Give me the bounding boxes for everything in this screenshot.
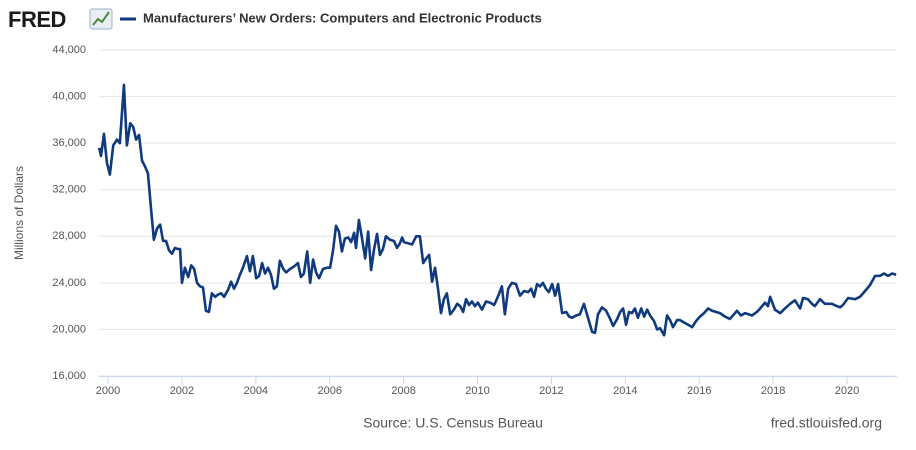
y-tick-label: 28,000 [52, 230, 86, 242]
y-tick-label: 24,000 [52, 277, 86, 289]
credit[interactable]: fred.stlouisfed.org [771, 415, 882, 431]
y-tick-label: 40,000 [52, 90, 86, 102]
x-tick-label: 2008 [391, 385, 415, 397]
y-tick-label: 16,000 [52, 370, 86, 382]
legend-item[interactable]: Manufacturers’ New Orders: Computers and… [120, 10, 542, 25]
x-tick-label: 2014 [613, 385, 637, 397]
x-tick-label: 2010 [465, 385, 489, 397]
x-tick-label: 2002 [170, 385, 194, 397]
y-tick-label: 36,000 [52, 137, 86, 149]
legend-label: Manufacturers’ New Orders: Computers and… [143, 10, 542, 25]
y-tick-label: 44,000 [52, 44, 86, 56]
x-tick-label: 2004 [244, 385, 268, 397]
x-tick-label: 2016 [687, 385, 711, 397]
source: Source: U.S. Census Bureau [363, 415, 543, 431]
logo-icon-line [92, 11, 110, 26]
x-tick-label: 2000 [96, 385, 120, 397]
logo-text[interactable]: FRED [8, 7, 66, 32]
x-tick-label: 2020 [835, 385, 859, 397]
x-tick-label: 2006 [317, 385, 341, 397]
x-tick-label: 2012 [539, 385, 563, 397]
logo[interactable]: FRED [8, 7, 113, 32]
x-tick-label: 2018 [761, 385, 785, 397]
y-tick-label: 32,000 [52, 184, 86, 196]
y-tick-label: 20,000 [52, 323, 86, 335]
series-line [97, 83, 897, 337]
y-axis-label: Millions of Dollars [12, 166, 26, 260]
